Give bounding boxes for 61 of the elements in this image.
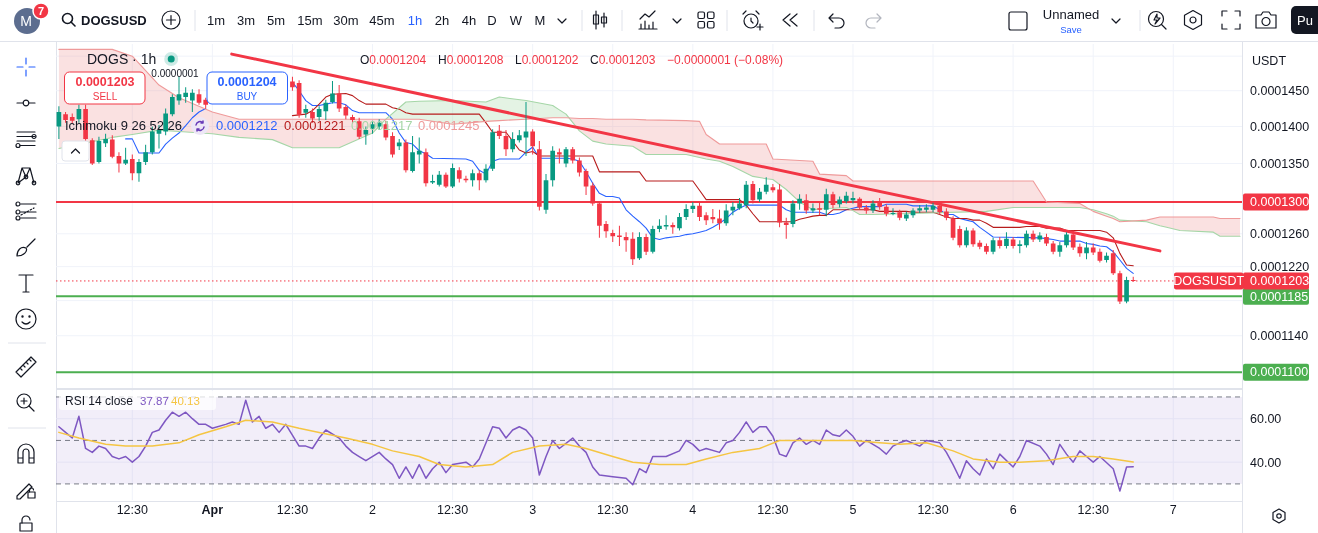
x-tick-label: 3 (529, 503, 537, 517)
annotation: SELL (92, 91, 118, 102)
text: W (509, 13, 523, 28)
annotation: O0.0001204 (360, 53, 427, 67)
annotation: BUY (236, 91, 258, 102)
text: 3m (236, 13, 256, 28)
text: 4h (461, 13, 477, 28)
x-tick-label: 6 (1009, 503, 1017, 517)
x-tick-label: 7 (1169, 503, 1177, 517)
x-tick-label: Apr (201, 503, 224, 517)
x-tick-label: 12:30 (757, 503, 789, 517)
x-tick-label: 12:30 (597, 503, 629, 517)
annotation: C0.0001203 (590, 53, 656, 67)
text: 5m (266, 13, 286, 28)
y-tick-label: 0.0001350 (1250, 156, 1310, 171)
y-tick-label: 0.0001220 (1250, 260, 1310, 275)
text: Pu (1297, 13, 1313, 28)
text: 15m (297, 13, 323, 28)
annotation: H0.0001208 (438, 53, 504, 67)
ref-line-label: 0.0001203 (1250, 274, 1310, 289)
text: 45m (369, 13, 395, 28)
annotation: −0.0000001 (−0.08%) (667, 53, 784, 67)
y-tick-label: 0.0001400 (1250, 119, 1310, 134)
annotation: 0.0000001 (151, 68, 200, 79)
text: M (20, 13, 32, 29)
annotation: 0.0001204 (217, 75, 277, 89)
annotation: 40.13 (171, 395, 200, 407)
text: 7 (37, 5, 45, 17)
annotation: 0.0001203 (75, 75, 135, 89)
text: USDT (1252, 53, 1287, 68)
x-tick-label: 4 (689, 503, 697, 517)
text: M (534, 13, 546, 28)
x-tick-label: 12:30 (436, 503, 469, 517)
text: DOGS · 1h (87, 51, 157, 67)
ref-line-label: 0.0001100 (1250, 365, 1309, 380)
x-tick-label: 2 (369, 503, 377, 517)
x-tick-label: 12:30 (917, 503, 949, 517)
y-tick-label: 40.00 (1250, 455, 1282, 470)
y-tick-label: 0.0001260 (1250, 227, 1310, 242)
x-tick-label: 12:30 (276, 503, 309, 517)
annotation: L0.0001202 (515, 53, 579, 67)
y-tick-label: 0.0001140 (1250, 329, 1309, 344)
x-tick-label: 5 (849, 503, 857, 517)
y-tick-label: 0.0001450 (1250, 84, 1310, 99)
annotation: 0.0001212 (216, 118, 278, 133)
text: DOGSUSD (81, 13, 147, 28)
text: 1m (206, 13, 226, 28)
text: Unnamed (1042, 7, 1100, 22)
y-tick-label: 60.00 (1250, 412, 1282, 427)
annotation: 0.0001221 (284, 118, 346, 133)
ref-line-label: 0.0001300 (1250, 195, 1310, 210)
text: 2h (434, 13, 450, 28)
annotation: RSI 14 close (65, 394, 134, 408)
x-tick-label: 12:30 (1077, 503, 1109, 517)
text: Save (1060, 24, 1082, 35)
ref-line-label: 0.0001185 (1250, 289, 1309, 304)
text: 1h (407, 13, 423, 28)
text: D (487, 13, 497, 28)
text: 30m (333, 13, 359, 28)
annotation: 37.87 (140, 395, 169, 407)
x-tick-label: 12:30 (116, 503, 148, 517)
